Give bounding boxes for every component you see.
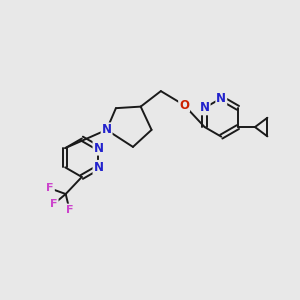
Text: F: F [46,183,54,194]
Text: F: F [66,205,73,214]
Text: N: N [102,123,112,136]
Text: N: N [94,142,103,154]
Text: F: F [50,199,58,209]
Text: N: N [216,92,226,105]
Text: N: N [94,161,103,174]
Text: O: O [179,99,189,112]
Text: N: N [200,101,210,114]
